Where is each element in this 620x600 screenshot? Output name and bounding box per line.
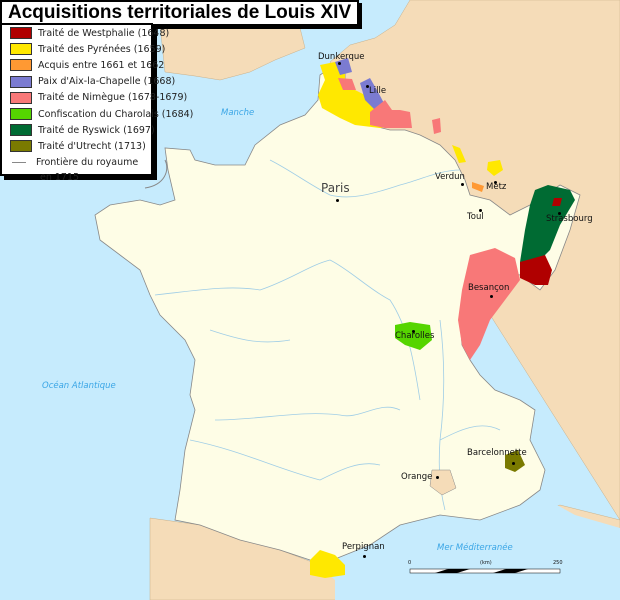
legend-item-westphalie: Traité de Westphalie (1648) bbox=[10, 25, 169, 41]
city-dot bbox=[336, 199, 339, 202]
city-metz: Metz bbox=[486, 182, 507, 192]
region-nimegue-north-1 bbox=[338, 78, 356, 90]
city-charolles: Charolles bbox=[395, 331, 435, 341]
legend-label: Traité de Westphalie (1648) bbox=[38, 27, 170, 39]
city-perpignan: Perpignan bbox=[342, 542, 385, 552]
legend-item-charolais: Confiscation du Charolais (1684) bbox=[10, 106, 193, 122]
city-orange: Orange bbox=[401, 472, 433, 482]
swatch-icon bbox=[10, 140, 32, 153]
city-besancon: Besançon bbox=[468, 283, 510, 293]
region-barcelonnette bbox=[505, 450, 525, 472]
frontier-line bbox=[144, 159, 168, 189]
mediterranean-sea bbox=[320, 500, 620, 600]
city-dunkerque: Dunkerque bbox=[318, 52, 365, 62]
city-dot bbox=[461, 183, 464, 186]
region-pyrenees-north bbox=[452, 145, 466, 163]
region-nimegue-north-2 bbox=[370, 100, 412, 128]
frontier-line-icon bbox=[12, 162, 26, 164]
city-dot bbox=[512, 462, 515, 465]
city-dot bbox=[363, 555, 366, 558]
legend-label: Paix d'Aix-la-Chapelle (1668) bbox=[38, 76, 176, 88]
legend-label: Traité de Nimègue (1678-1679) bbox=[38, 92, 188, 104]
scale-start: 0 bbox=[408, 560, 412, 566]
city-dot bbox=[436, 476, 439, 479]
legend-item-pyrenees: Traité des Pyrénées (1659) bbox=[10, 41, 165, 57]
legend: Traité de Westphalie (1648) Traité des P… bbox=[0, 23, 193, 183]
legend-label: Frontière du royaume bbox=[36, 157, 139, 169]
region-1661-lorraine bbox=[472, 182, 484, 192]
city-dot bbox=[338, 62, 341, 65]
city-barcelonnette: Barcelonnette bbox=[467, 448, 527, 458]
sea-atlantique: Océan Atlantique bbox=[42, 381, 116, 391]
scale-unit: (km) bbox=[480, 560, 492, 566]
england bbox=[159, 21, 306, 81]
swatch-icon bbox=[10, 59, 32, 72]
legend-item-nimegue: Traité de Nimègue (1678-1679) bbox=[10, 90, 187, 106]
swatch-icon bbox=[10, 75, 32, 88]
region-charolais bbox=[395, 322, 432, 350]
legend-item-aix: Paix d'Aix-la-Chapelle (1668) bbox=[10, 74, 175, 90]
region-nimegue-north-3 bbox=[432, 118, 441, 134]
swatch-icon bbox=[10, 43, 32, 56]
swatch-icon bbox=[10, 108, 32, 121]
region-westphalie-alsace bbox=[552, 198, 562, 206]
legend-label: Traité des Pyrénées (1659) bbox=[38, 43, 166, 55]
legend-item-utrecht: Traité d'Utrecht (1713) bbox=[10, 138, 151, 154]
city-dot bbox=[479, 209, 482, 212]
map-title: Acquisitions territoriales de Louis XIV bbox=[0, 0, 360, 26]
legend-label: Acquis entre 1661 et 1662 bbox=[38, 59, 165, 71]
legend-label: Traité de Ryswick (1697) bbox=[38, 124, 155, 136]
scale-end: 250 bbox=[553, 560, 563, 566]
swatch-icon bbox=[10, 27, 32, 40]
city-toul: Toul bbox=[467, 212, 484, 222]
city-dot bbox=[494, 181, 497, 184]
france-1715 bbox=[94, 61, 581, 566]
city-dot bbox=[412, 330, 415, 333]
sea-mediterranee: Mer Méditerranée bbox=[437, 543, 513, 553]
legend-label: Traité d'Utrecht (1713) bbox=[38, 140, 146, 152]
region-alsace bbox=[520, 185, 575, 262]
legend-label: Confiscation du Charolais (1684) bbox=[38, 108, 194, 120]
city-verdun: Verdun bbox=[435, 172, 465, 182]
legend-item-frontier: Frontière du royaume bbox=[10, 155, 151, 171]
region-pyrenees-lorraine bbox=[487, 160, 503, 176]
city-paris: Paris bbox=[321, 181, 350, 195]
legend-item-ryswick: Traité de Ryswick (1697) bbox=[10, 122, 155, 138]
region-westphalie-sundgau bbox=[520, 255, 552, 285]
city-strasbourg: Strasbourg bbox=[546, 214, 593, 224]
city-dot bbox=[366, 85, 369, 88]
legend-item-1661: Acquis entre 1661 et 1662 bbox=[10, 57, 164, 73]
region-roussillon bbox=[310, 550, 345, 578]
swatch-icon bbox=[10, 91, 32, 104]
city-dot bbox=[490, 295, 493, 298]
scale-bar bbox=[409, 568, 561, 574]
swatch-icon bbox=[10, 124, 32, 137]
sea-manche: Manche bbox=[221, 108, 255, 118]
city-dot bbox=[558, 212, 561, 215]
city-lille: Lille bbox=[369, 86, 387, 96]
region-franche-comte bbox=[458, 248, 520, 360]
legend-label: en 1715 bbox=[40, 171, 80, 183]
